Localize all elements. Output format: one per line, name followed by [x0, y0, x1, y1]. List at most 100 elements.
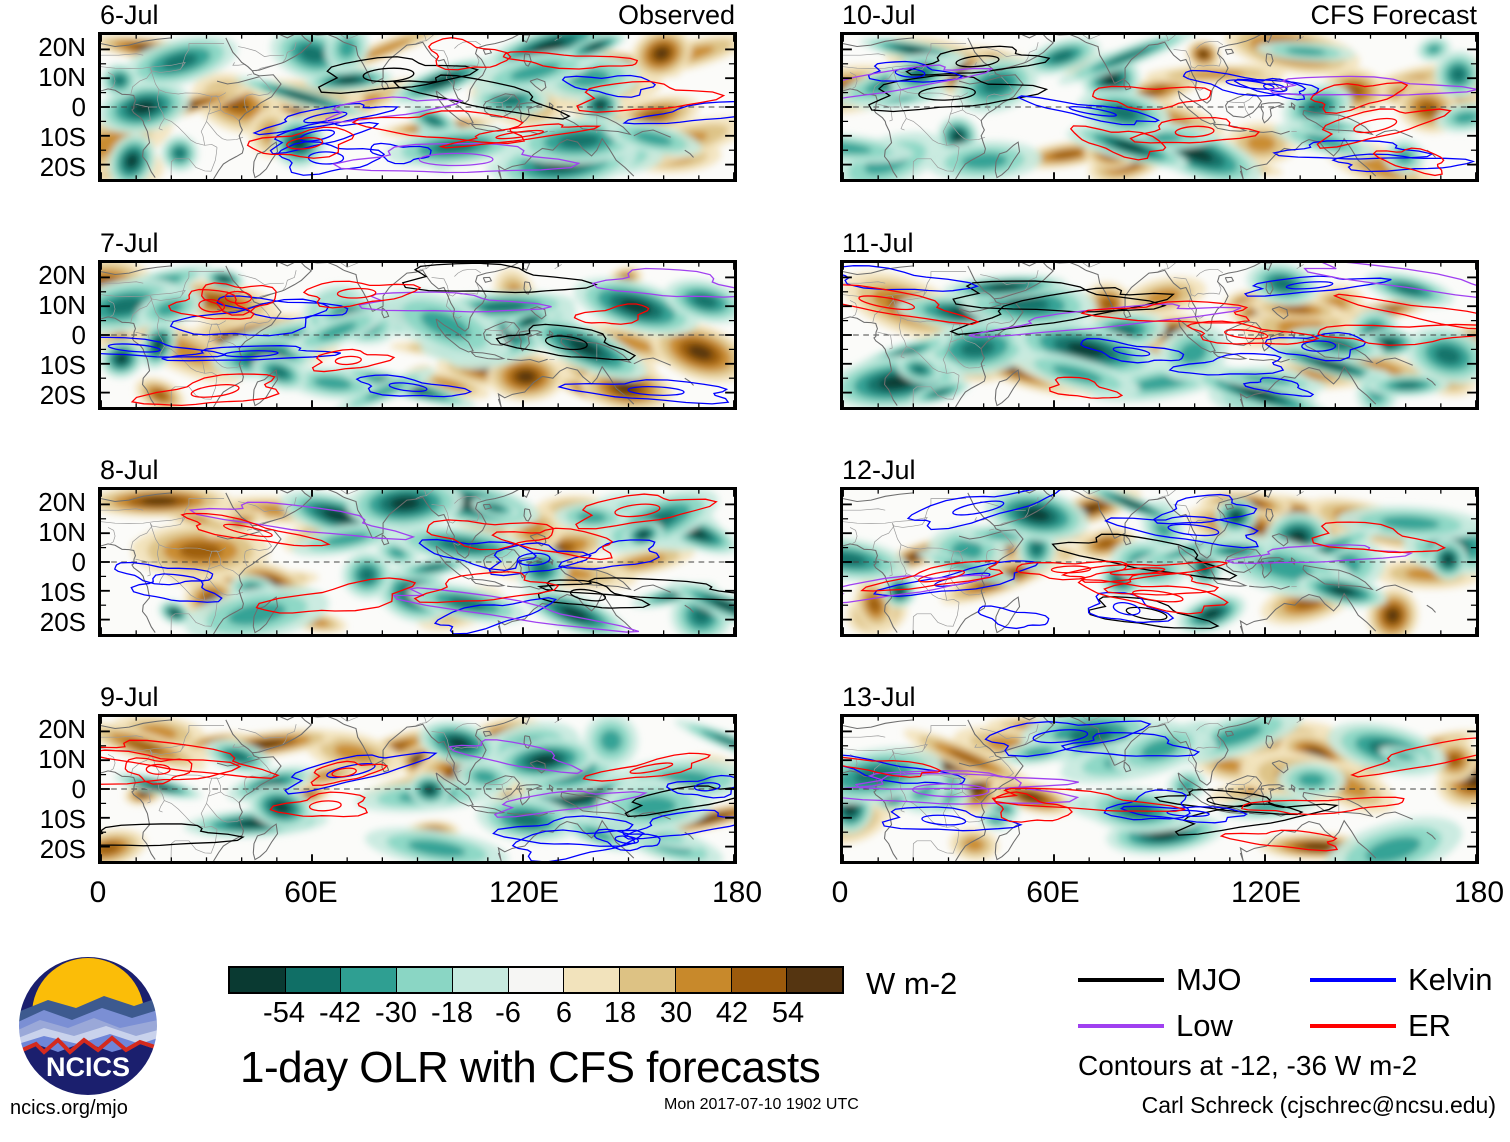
colorbar-unit-label: W m-2 [866, 966, 958, 1001]
map-plot-area[interactable] [98, 32, 737, 182]
y-tick-label: 10S [39, 350, 86, 380]
colorbar-tick-label: -18 [431, 997, 473, 1029]
colorbar-swatch [397, 968, 453, 992]
panel-date-label: 10-Jul [842, 0, 916, 30]
y-axis-labels: 20N 10N 0 10S 20S [2, 487, 86, 637]
legend-line-swatch [1078, 1023, 1164, 1028]
legend-item-mjo: MJO [1078, 964, 1241, 995]
map-plot-area[interactable] [840, 32, 1479, 182]
map-plot-area[interactable] [98, 487, 737, 637]
logo-text: NCICS [46, 1052, 130, 1082]
colorbar-tick-label: -54 [263, 997, 305, 1029]
colorbar-ticklabels: -54 -42 -30 -18 -6 6 18 30 42 54 [228, 999, 844, 1029]
y-tick-label: 10S [39, 804, 86, 834]
colorbar-swatch [564, 968, 621, 992]
x-axis-labels-observed: 0 60E 120E 180 [90, 876, 762, 912]
colorbar-tick-label: -42 [319, 997, 361, 1029]
legend-label: ER [1408, 1008, 1452, 1043]
colorbar-swatch [230, 968, 286, 992]
contour-note: Contours at -12, -36 W m-2 [1078, 1050, 1418, 1081]
x-axis-labels-forecast: 0 60E 120E 180 [832, 876, 1504, 912]
map-panel-7-jul: 7-Jul 20N 10N 0 10S 20S [38, 230, 737, 410]
colorbar-swatch [452, 968, 509, 992]
colorbar-tick-label: 54 [771, 997, 805, 1029]
colorbar-tick-label: 42 [715, 997, 749, 1029]
map-panel-13-jul: 13-Jul [840, 684, 1479, 864]
y-tick-label: 0 [71, 92, 86, 122]
y-tick-label: 0 [71, 320, 86, 350]
contour-legend: MJO Kelvin Low ER [1078, 964, 1498, 1044]
y-tick-label: 10S [39, 577, 86, 607]
map-plot-area[interactable] [840, 260, 1479, 410]
legend-item-low: Low [1078, 1010, 1233, 1041]
legend-item-er: ER [1310, 1010, 1451, 1041]
panel-date-label: 6-Jul [100, 0, 159, 30]
y-axis-labels: 20N 10N 0 10S 20S [2, 260, 86, 410]
colorbar-swatch [731, 968, 788, 992]
colorbar-tick-label: -30 [375, 997, 417, 1029]
x-tick-label: 120E [1230, 876, 1302, 909]
map-panel-11-jul: 11-Jul [840, 230, 1479, 410]
colorbar-swatch [787, 968, 843, 992]
legend-label: Low [1176, 1008, 1233, 1043]
x-tick-label: 0 [831, 876, 849, 909]
y-tick-label: 10N [38, 517, 86, 547]
panel-date-label: 9-Jul [100, 682, 159, 712]
map-plot-area[interactable] [98, 714, 737, 864]
y-tick-label: 20S [39, 607, 86, 637]
panel-date-label: 12-Jul [842, 455, 916, 485]
panel-date-label: 7-Jul [100, 228, 159, 258]
map-plot-area[interactable] [840, 714, 1479, 864]
y-tick-label: 20N [38, 487, 86, 517]
y-tick-label: 20N [38, 260, 86, 290]
ncics-logo: NCICS [14, 952, 162, 1100]
column-header-observed: Observed [617, 0, 735, 30]
map-panel-12-jul: 12-Jul [840, 457, 1479, 637]
colorbar-tick-label: -6 [495, 997, 521, 1029]
x-tick-label: 0 [89, 876, 107, 909]
figure-title: 1-day OLR with CFS forecasts [240, 1043, 821, 1092]
y-axis-labels: 20N 10N 0 10S 20S [2, 714, 86, 864]
colorbar [228, 966, 844, 994]
legend-label: MJO [1176, 962, 1242, 997]
column-header-cfs-forecast: CFS Forecast [1310, 0, 1477, 30]
y-tick-label: 20S [39, 380, 86, 410]
map-panel-9-jul: 9-Jul 20N 10N 0 10S 20S [38, 684, 737, 864]
map-plot-area[interactable] [840, 487, 1479, 637]
y-tick-label: 20N [38, 32, 86, 62]
y-tick-label: 20S [39, 834, 86, 864]
y-tick-label: 10N [38, 744, 86, 774]
legend-item-kelvin: Kelvin [1310, 964, 1492, 995]
legend-line-swatch [1078, 977, 1164, 982]
legend-line-swatch [1310, 977, 1396, 982]
y-axis-labels: 20N 10N 0 10S 20S [2, 32, 86, 182]
panel-date-label: 11-Jul [842, 228, 914, 258]
colorbar-swatch [675, 968, 732, 992]
y-tick-label: 0 [71, 774, 86, 804]
y-tick-label: 20N [38, 714, 86, 744]
legend-line-swatch [1310, 1023, 1396, 1028]
y-tick-label: 10N [38, 290, 86, 320]
x-tick-label: 120E [488, 876, 560, 909]
x-tick-label: 180 [711, 876, 763, 909]
figure-timestamp: Mon 2017-07-10 1902 UTC [664, 1096, 859, 1113]
map-panel-10-jul: 10-Jul CFS Forecast [840, 2, 1479, 182]
colorbar-tick-label: 30 [659, 997, 693, 1029]
y-tick-label: 20S [39, 152, 86, 182]
map-panel-6-jul: 6-Jul Observed 20N 10N 0 10S 20S [38, 2, 737, 182]
y-tick-label: 10N [38, 62, 86, 92]
author-credit: Carl Schreck (cjschrec@ncsu.edu) [1141, 1092, 1496, 1118]
colorbar-tick-label: 18 [603, 997, 637, 1029]
colorbar-tick-label: 6 [555, 997, 573, 1029]
colorbar-swatch [285, 968, 342, 992]
x-tick-label: 180 [1453, 876, 1505, 909]
colorbar-swatch [620, 968, 676, 992]
y-tick-label: 10S [39, 122, 86, 152]
map-plot-area[interactable] [98, 260, 737, 410]
site-url[interactable]: ncics.org/mjo [10, 1097, 128, 1119]
x-tick-label: 60E [284, 876, 338, 909]
x-tick-label: 60E [1026, 876, 1080, 909]
y-tick-label: 0 [71, 547, 86, 577]
colorbar-swatch [341, 968, 398, 992]
legend-label: Kelvin [1408, 962, 1493, 997]
